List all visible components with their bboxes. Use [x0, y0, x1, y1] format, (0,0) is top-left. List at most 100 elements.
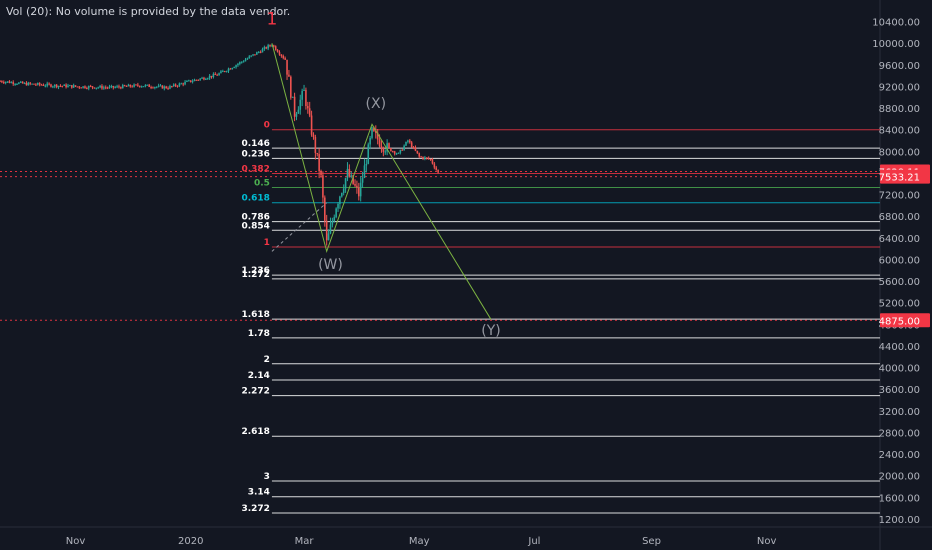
- candle-body: [293, 96, 296, 117]
- candle-body: [327, 233, 330, 241]
- fib-level-label: 3.14: [248, 488, 270, 498]
- candle-body: [84, 86, 86, 89]
- candle-body: [265, 47, 268, 49]
- candle-body: [414, 147, 417, 151]
- candle-body: [307, 106, 309, 109]
- fib-level-label: 2.14: [248, 371, 270, 381]
- candle-body: [333, 217, 336, 221]
- candle-body: [97, 87, 99, 89]
- candle-body: [337, 203, 339, 209]
- candle-body: [316, 152, 319, 155]
- candle-body: [250, 55, 252, 57]
- candle-body: [114, 87, 116, 89]
- fib-level-label: 0.5: [254, 179, 270, 189]
- candle-body: [371, 127, 373, 138]
- candle-body: [310, 115, 313, 135]
- candle-body: [82, 86, 84, 88]
- candle-body: [220, 71, 222, 74]
- candle-body: [399, 149, 402, 153]
- candle-body: [135, 84, 137, 86]
- candle-body: [261, 49, 264, 53]
- y-tick-label: 1600.00: [879, 493, 920, 504]
- x-tick-label: Nov: [66, 536, 86, 547]
- candle-body: [44, 85, 47, 87]
- candle-body: [308, 108, 311, 116]
- candle-body: [280, 54, 283, 56]
- candle-body: [155, 86, 158, 88]
- y-tick-label: 5200.00: [879, 299, 920, 310]
- candle-body: [186, 80, 188, 82]
- x-tick-label: May: [409, 536, 430, 547]
- candle-body: [46, 83, 49, 86]
- candle-body: [140, 86, 143, 88]
- price-tag: [880, 313, 930, 328]
- wave-label: 1: [267, 9, 278, 29]
- x-tick-label: Mar: [295, 536, 315, 547]
- candle-body: [159, 85, 162, 87]
- candle-body: [14, 83, 16, 85]
- y-tick-label: 10400.00: [872, 18, 920, 29]
- fib-level-label: 1: [264, 238, 270, 248]
- candle-body: [31, 83, 33, 85]
- wave-label: (W): [318, 257, 343, 273]
- candle-body: [405, 141, 407, 146]
- fib-level-label: 1.618: [241, 310, 269, 320]
- candle-body: [197, 79, 200, 81]
- candle-body: [53, 84, 56, 87]
- y-tick-label: 8000.00: [879, 147, 920, 158]
- candle-body: [116, 86, 118, 88]
- fib-level-label: 0: [264, 121, 270, 131]
- y-tick-label: 3600.00: [879, 385, 920, 396]
- candle-body: [301, 90, 303, 100]
- fib-level-label: 3: [264, 472, 270, 482]
- candle-body: [199, 78, 201, 80]
- candle-body: [176, 85, 179, 87]
- candle-body: [201, 77, 203, 79]
- candle-body: [67, 85, 69, 88]
- wave-label: (X): [366, 96, 387, 112]
- candle-body: [407, 140, 409, 142]
- candle-body: [38, 83, 41, 85]
- x-tick-label: Nov: [757, 536, 777, 547]
- candle-body: [154, 87, 156, 89]
- candle-body: [42, 84, 45, 86]
- y-tick-label: 7200.00: [879, 191, 920, 202]
- candle-body: [129, 84, 132, 87]
- candle-body: [388, 143, 390, 149]
- candle-body: [80, 87, 83, 89]
- fib-level-label: 0.146: [241, 139, 269, 149]
- candle-body: [174, 84, 177, 86]
- candle-body: [1, 81, 3, 83]
- candle-body: [36, 83, 39, 85]
- candle-body: [267, 45, 269, 49]
- candle-body: [8, 81, 11, 83]
- candle-body: [55, 84, 58, 88]
- candle-body: [18, 82, 20, 84]
- candle-body: [142, 86, 145, 88]
- x-tick-label: Jul: [527, 536, 540, 547]
- candle-body: [195, 79, 198, 81]
- candle-body: [339, 196, 341, 204]
- candle-body: [205, 78, 207, 80]
- y-tick-label: 9600.00: [879, 61, 920, 72]
- price-tag-label: 7533.21: [879, 173, 920, 184]
- candle-body: [288, 74, 290, 77]
- candle-body: [386, 143, 388, 152]
- candle-body: [63, 84, 66, 86]
- candle-body: [87, 86, 90, 89]
- candle-body: [240, 61, 243, 63]
- candle-body: [131, 86, 133, 88]
- candle-body: [431, 159, 434, 164]
- y-tick-label: 8800.00: [879, 104, 920, 115]
- candle-body: [108, 86, 111, 88]
- candle-body: [178, 83, 181, 87]
- wave-path: [271, 43, 492, 320]
- candle-body: [325, 220, 328, 241]
- y-tick-label: 6400.00: [879, 234, 920, 245]
- candle-body: [271, 45, 273, 47]
- candle-body: [19, 81, 22, 83]
- candle-body: [208, 75, 211, 79]
- candle-body: [78, 86, 81, 88]
- candle-body: [359, 182, 362, 197]
